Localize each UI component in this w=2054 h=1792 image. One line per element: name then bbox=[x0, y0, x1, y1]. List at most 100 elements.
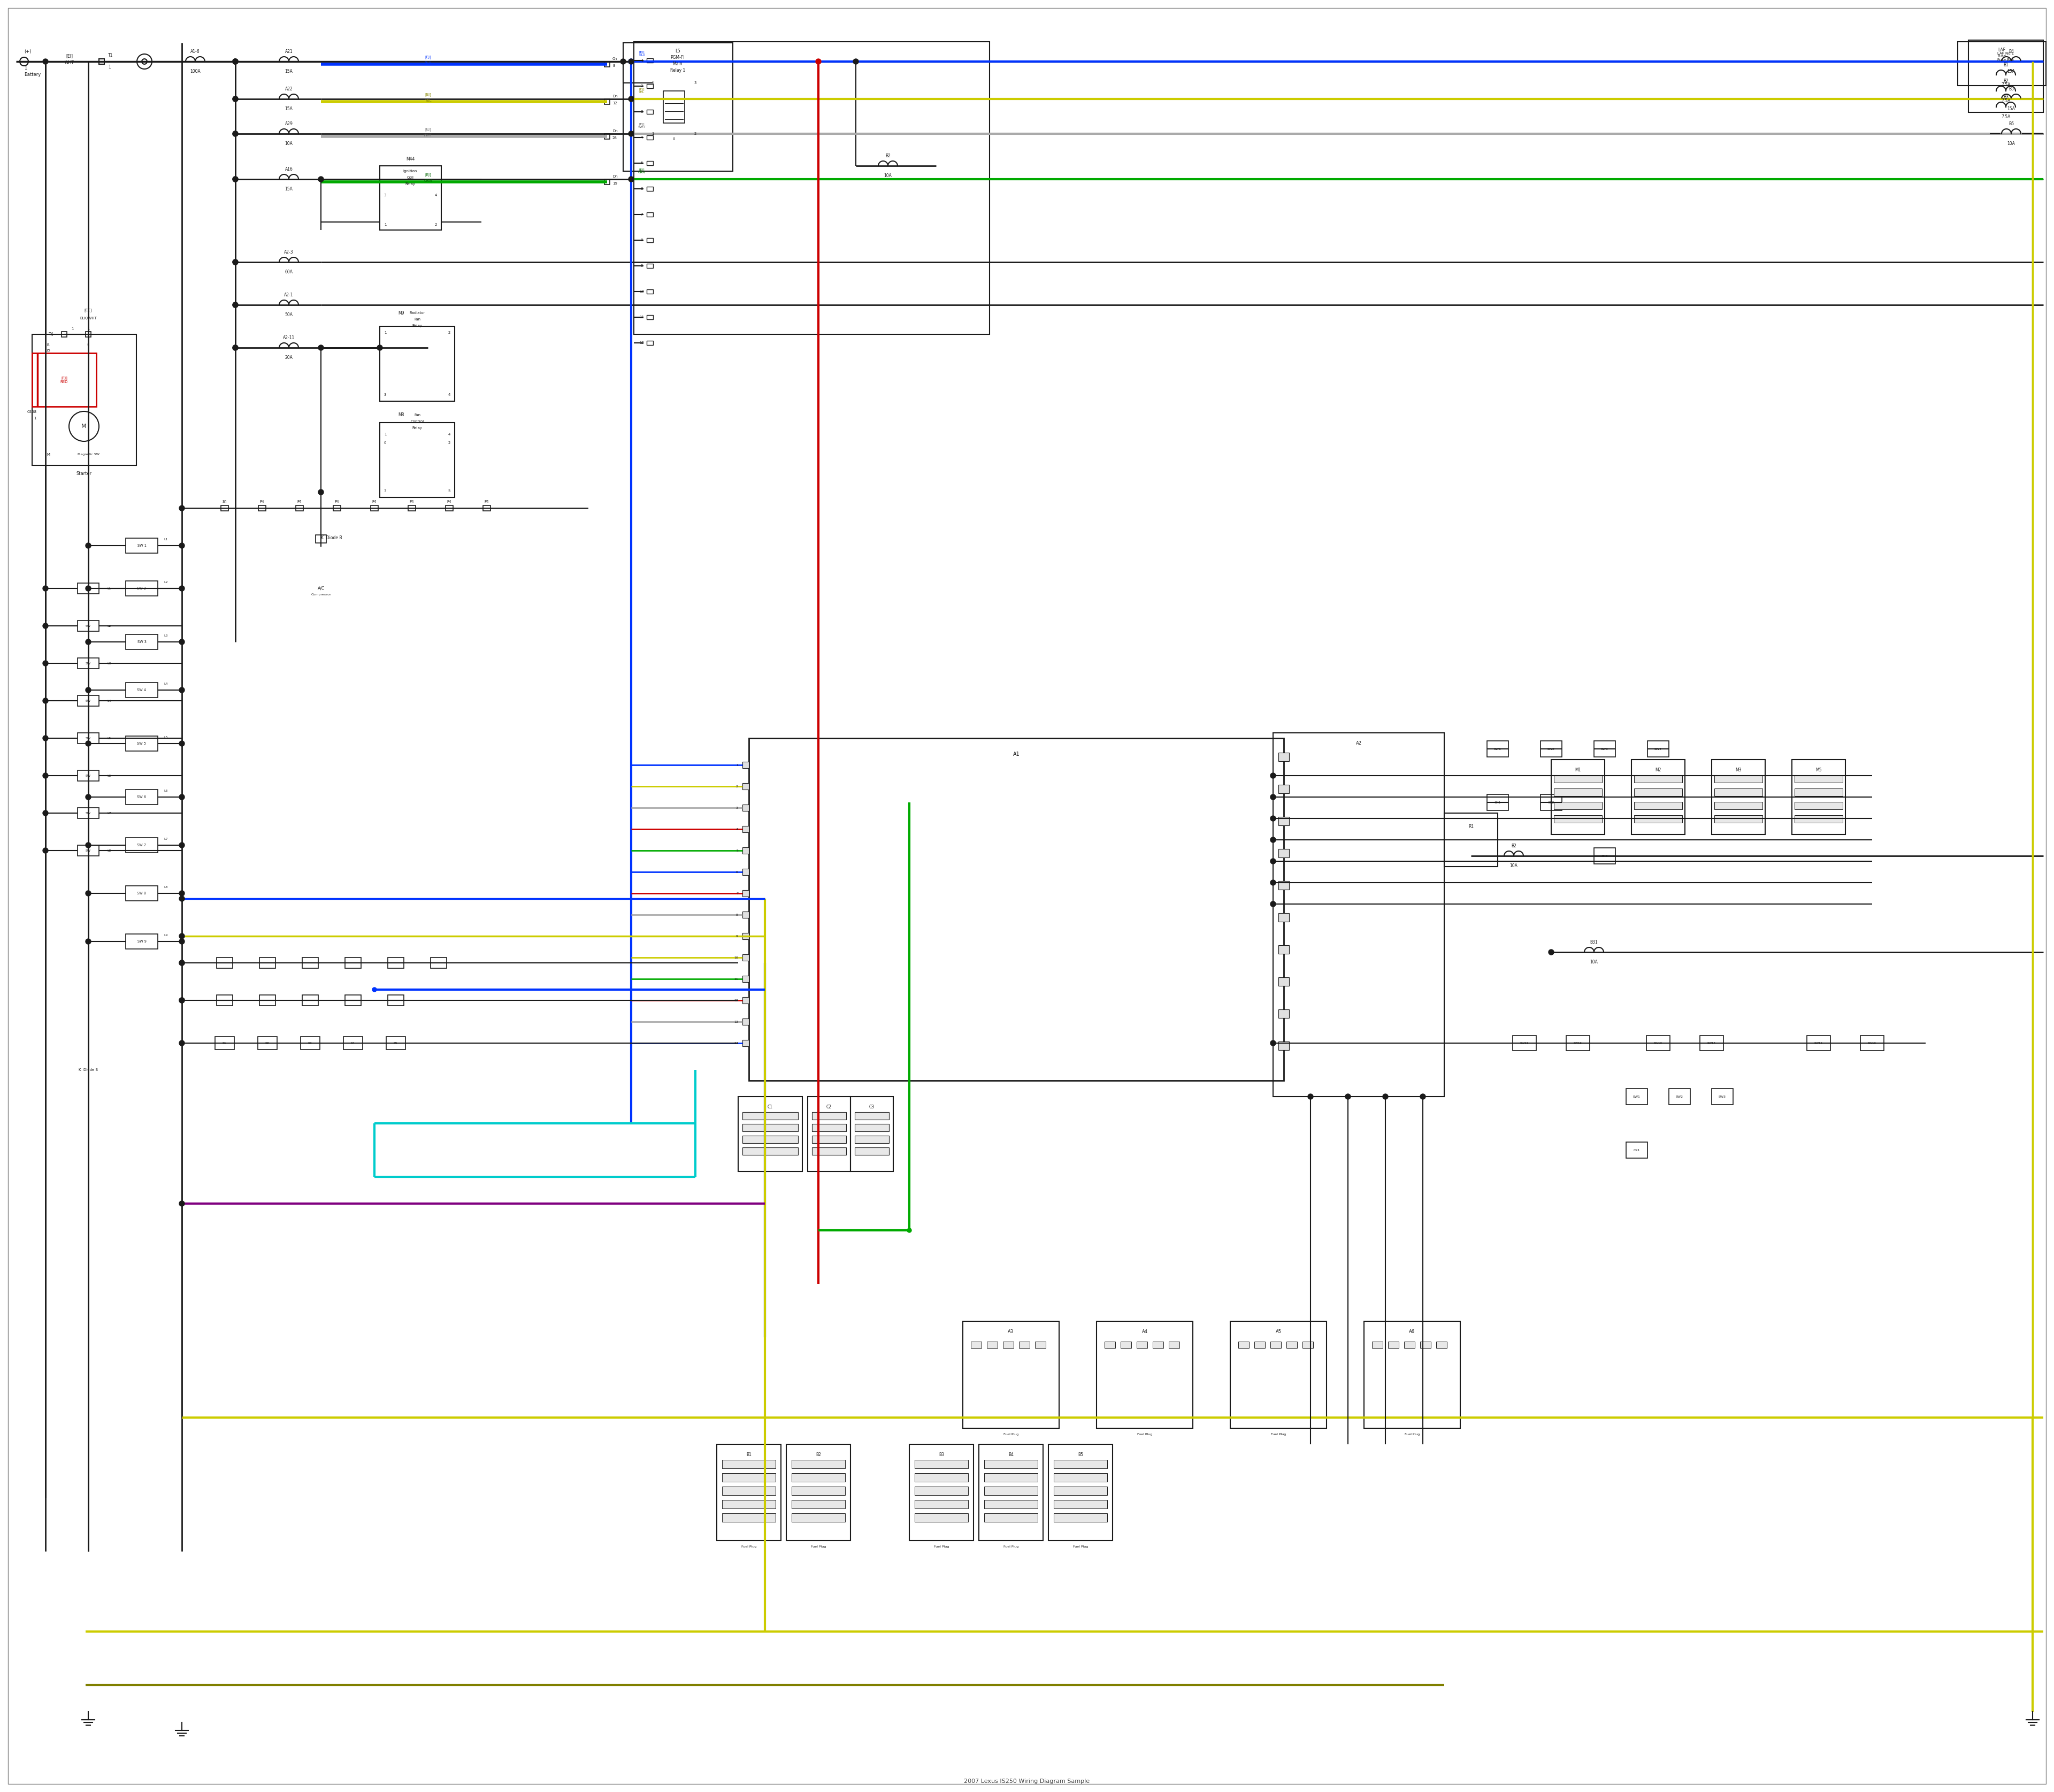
Bar bbox=[787, 1444, 850, 1541]
Circle shape bbox=[179, 586, 185, 591]
Text: SW3: SW3 bbox=[1600, 747, 1608, 751]
Bar bbox=[1273, 733, 1444, 1097]
Circle shape bbox=[43, 624, 47, 629]
Bar bbox=[1711, 760, 1764, 835]
Text: A2-1: A2-1 bbox=[283, 292, 294, 297]
Text: 8: 8 bbox=[735, 914, 737, 916]
Bar bbox=[1136, 1342, 1148, 1348]
Bar bbox=[647, 263, 653, 269]
Text: L6: L6 bbox=[107, 774, 111, 778]
Text: B6: B6 bbox=[2009, 122, 2013, 125]
Bar bbox=[811, 1136, 846, 1143]
Circle shape bbox=[179, 998, 185, 1004]
Text: M3: M3 bbox=[1736, 769, 1742, 772]
Text: B2: B2 bbox=[885, 154, 891, 158]
Bar bbox=[1957, 41, 2046, 86]
Bar bbox=[811, 1147, 846, 1154]
Bar bbox=[1278, 785, 1290, 794]
Text: SW3: SW3 bbox=[1719, 1095, 1725, 1098]
Text: 6: 6 bbox=[735, 871, 737, 873]
Bar bbox=[914, 1460, 967, 1468]
Bar bbox=[1419, 1342, 1432, 1348]
Bar bbox=[1647, 740, 1668, 756]
Text: 12: 12 bbox=[612, 102, 616, 106]
Bar bbox=[635, 41, 990, 335]
Text: A2: A2 bbox=[1356, 742, 1362, 745]
Text: K  Diode B: K Diode B bbox=[78, 1068, 99, 1072]
Text: 1: 1 bbox=[86, 328, 90, 330]
Text: Ignition: Ignition bbox=[403, 170, 417, 172]
Text: SW: SW bbox=[86, 849, 90, 851]
Text: Fuse: Fuse bbox=[1996, 54, 2007, 57]
Text: SW: SW bbox=[86, 661, 90, 665]
Bar bbox=[914, 1473, 967, 1482]
Bar bbox=[78, 808, 99, 819]
Text: 19: 19 bbox=[612, 181, 618, 185]
Circle shape bbox=[232, 177, 238, 181]
Circle shape bbox=[1269, 1041, 1276, 1047]
Bar bbox=[741, 891, 750, 896]
Bar bbox=[647, 59, 653, 63]
Circle shape bbox=[232, 97, 238, 102]
Text: 6: 6 bbox=[641, 186, 643, 190]
Bar bbox=[1054, 1512, 1107, 1521]
Text: M2: M2 bbox=[1656, 769, 1662, 772]
Text: SW: SW bbox=[86, 812, 90, 814]
Bar bbox=[1169, 1342, 1179, 1348]
Bar bbox=[300, 1038, 320, 1050]
Bar bbox=[78, 733, 99, 744]
Text: Fan: Fan bbox=[415, 414, 421, 418]
Bar bbox=[1436, 1342, 1446, 1348]
Bar bbox=[723, 1512, 776, 1521]
Circle shape bbox=[1269, 901, 1276, 907]
Text: 8: 8 bbox=[612, 65, 614, 68]
Bar bbox=[1635, 801, 1682, 810]
Bar bbox=[811, 1124, 846, 1131]
Text: M9: M9 bbox=[398, 310, 405, 315]
Text: B4: B4 bbox=[2009, 48, 2013, 54]
Text: CK1: CK1 bbox=[1633, 1149, 1639, 1152]
Text: B31: B31 bbox=[1590, 939, 1598, 944]
Circle shape bbox=[232, 177, 238, 181]
Text: (+): (+) bbox=[25, 50, 31, 54]
Text: SW2: SW2 bbox=[1547, 747, 1555, 751]
Text: SW15: SW15 bbox=[1814, 1041, 1824, 1045]
Text: S4: S4 bbox=[351, 1041, 355, 1045]
Bar bbox=[125, 790, 158, 805]
Text: 10A: 10A bbox=[1510, 864, 1518, 867]
Text: A16: A16 bbox=[286, 167, 294, 172]
Bar bbox=[1019, 1342, 1029, 1348]
Text: Fuel Plug: Fuel Plug bbox=[1271, 1434, 1286, 1435]
Bar bbox=[1097, 1321, 1193, 1428]
Circle shape bbox=[629, 177, 635, 181]
Bar bbox=[984, 1473, 1037, 1482]
Bar bbox=[741, 1136, 799, 1143]
Bar bbox=[663, 91, 684, 124]
Text: 11: 11 bbox=[733, 978, 737, 980]
Bar bbox=[125, 581, 158, 597]
Bar bbox=[483, 505, 491, 511]
Circle shape bbox=[1345, 1093, 1352, 1098]
Bar bbox=[914, 1500, 967, 1509]
Text: B5: B5 bbox=[1078, 1453, 1082, 1457]
Circle shape bbox=[232, 303, 238, 308]
Bar bbox=[125, 885, 158, 901]
Circle shape bbox=[629, 97, 635, 102]
Bar bbox=[1555, 801, 1602, 810]
Text: 5: 5 bbox=[641, 161, 643, 165]
Bar bbox=[1002, 1342, 1013, 1348]
Bar bbox=[807, 1097, 850, 1172]
Text: Fuel Plug: Fuel Plug bbox=[1072, 1546, 1089, 1548]
Bar bbox=[1278, 753, 1290, 762]
Text: P4: P4 bbox=[259, 500, 265, 504]
Bar bbox=[1278, 1041, 1290, 1050]
Text: WHT: WHT bbox=[423, 134, 431, 136]
Bar bbox=[216, 1038, 234, 1050]
Bar bbox=[388, 995, 405, 1005]
Text: 2: 2 bbox=[694, 133, 696, 136]
Text: Relay: Relay bbox=[413, 426, 423, 430]
Bar bbox=[914, 1512, 967, 1521]
Bar bbox=[1540, 794, 1561, 810]
Text: C408: C408 bbox=[27, 410, 37, 414]
Bar bbox=[1631, 760, 1684, 835]
